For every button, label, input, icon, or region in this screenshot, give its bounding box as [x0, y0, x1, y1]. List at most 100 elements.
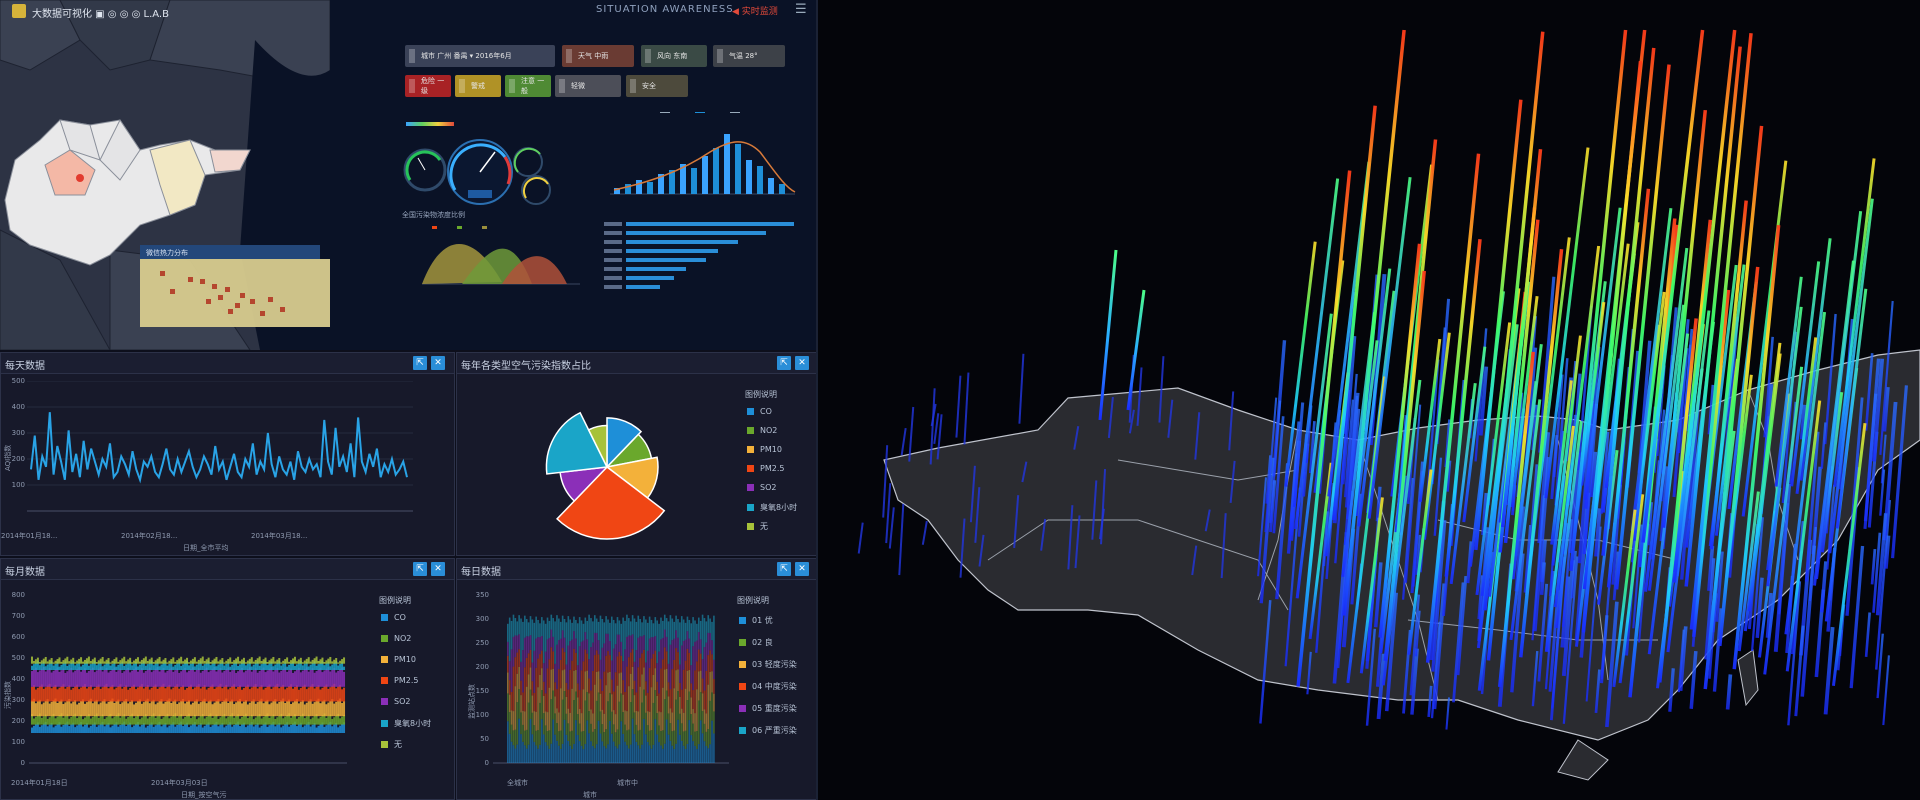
legend-item[interactable]: 无 — [747, 521, 768, 532]
legend-item[interactable]: 无 — [381, 739, 402, 750]
stack-segment — [99, 661, 102, 670]
map-marker[interactable] — [76, 174, 84, 182]
stack-segment — [713, 733, 715, 763]
stack-segment — [677, 637, 679, 653]
alert-level-button[interactable]: 安全 — [626, 75, 688, 97]
stack-segment — [309, 719, 312, 725]
stack-segment — [569, 731, 571, 746]
stack-segment — [156, 658, 159, 664]
heat-dot — [280, 307, 285, 312]
legend-item[interactable]: 06 严重污染 — [739, 725, 797, 736]
stack-segment — [580, 731, 583, 746]
expand-icon[interactable]: ⇱ — [777, 356, 791, 370]
legend-item[interactable]: 05 重度污染 — [739, 703, 797, 714]
stack-segment — [180, 700, 183, 717]
legend-item[interactable]: NO2 — [747, 426, 777, 435]
stack-segment — [660, 745, 662, 763]
legend-item[interactable]: 04 中度污染 — [739, 681, 797, 692]
stack-segment — [669, 708, 672, 724]
alert-level-button[interactable]: 轻微 — [555, 75, 621, 97]
alert-level-button[interactable]: 危险 一级 — [405, 75, 451, 97]
data-spike — [1715, 551, 1724, 622]
stack-segment — [580, 620, 583, 642]
control-button[interactable]: 气温 28° — [713, 45, 785, 67]
close-icon[interactable]: ✕ — [795, 562, 809, 576]
legend-item[interactable]: PM2.5 — [381, 676, 418, 685]
legend-item[interactable]: 01 优 — [739, 615, 773, 626]
expand-icon[interactable]: ⇱ — [777, 562, 791, 576]
alert-level-button[interactable]: 警戒 — [455, 75, 501, 97]
control-button[interactable]: 风向 东南 — [641, 45, 707, 67]
stack-segment — [542, 695, 545, 714]
legend-item[interactable]: PM2.5 — [747, 464, 784, 473]
stack-segment — [586, 691, 589, 721]
stack-segment — [307, 657, 310, 664]
map-3d-view[interactable] — [818, 0, 1920, 800]
stack-segment — [671, 640, 674, 670]
stack-segment — [250, 687, 253, 702]
stack-segment — [522, 710, 524, 725]
mini-hbar-chart[interactable] — [600, 218, 800, 298]
legend-item[interactable]: 02 良 — [739, 637, 773, 648]
close-icon[interactable]: ✕ — [431, 356, 445, 370]
stack-segment — [201, 700, 204, 717]
stack-segment — [686, 670, 689, 701]
legend-item[interactable]: 03 轻度污染 — [739, 659, 797, 670]
stack-segment — [36, 687, 39, 702]
legend-item[interactable]: NO2 — [381, 634, 411, 643]
legend-item[interactable]: CO — [747, 407, 772, 416]
daily-line-chart[interactable] — [27, 381, 427, 521]
legend-item[interactable]: SO2 — [381, 697, 410, 706]
y-tick-label: 400 — [11, 403, 25, 411]
stack-segment — [323, 713, 326, 725]
stack-segment — [44, 687, 47, 702]
realtime-tag[interactable]: ◀ 实时监测 — [732, 7, 778, 17]
stack-segment — [663, 629, 666, 648]
legend-item[interactable]: PM10 — [381, 655, 416, 664]
alert-level-button[interactable]: 注意 一般 — [505, 75, 551, 97]
stack-segment — [527, 744, 530, 763]
gauges[interactable] — [400, 132, 560, 212]
hamburger-icon[interactable]: ☰ — [795, 2, 807, 17]
mini-combo-chart[interactable] — [600, 112, 800, 202]
stack-segment — [694, 670, 696, 714]
daily-stacked-bar-chart[interactable] — [493, 595, 733, 765]
stack-segment — [109, 700, 112, 717]
control-button[interactable]: 城市 广州 番禺 ▾ 2016年6月 — [405, 45, 555, 67]
split-divider — [816, 0, 819, 800]
stack-segment — [138, 699, 141, 717]
stack-segment — [569, 641, 571, 670]
stack-segment — [612, 710, 615, 725]
stack-segment — [599, 659, 602, 680]
stack-segment — [696, 749, 698, 763]
stack-segment — [274, 664, 277, 670]
region-map[interactable]: 微信热力分布 — [0, 0, 330, 350]
stack-segment — [97, 663, 100, 670]
stack-segment — [305, 689, 308, 702]
legend-item[interactable]: SO2 — [747, 483, 776, 492]
monthly-stacked-chart[interactable] — [29, 595, 347, 765]
close-icon[interactable]: ✕ — [795, 356, 809, 370]
data-spike — [1220, 513, 1227, 579]
china-3d-map[interactable] — [818, 0, 1920, 800]
expand-icon[interactable]: ⇱ — [413, 562, 427, 576]
close-icon[interactable]: ✕ — [431, 562, 445, 576]
pie-chart[interactable] — [517, 387, 697, 547]
stack-segment — [631, 666, 634, 690]
expand-icon[interactable]: ⇱ — [413, 356, 427, 370]
stack-segment — [618, 634, 621, 652]
stack-segment — [299, 722, 302, 733]
legend-item[interactable]: PM10 — [747, 445, 782, 454]
stack-segment — [614, 644, 617, 673]
control-button[interactable]: 天气 中雨 — [562, 45, 634, 67]
stack-segment — [582, 640, 585, 662]
stack-segment — [593, 655, 596, 685]
stack-segment — [123, 687, 126, 702]
stack-segment — [533, 725, 536, 742]
stack-segment — [622, 733, 624, 763]
legend-item[interactable]: 臭氧8小时 — [747, 502, 797, 513]
legend-item[interactable]: 臭氧8小时 — [381, 718, 431, 729]
stack-segment — [620, 623, 623, 642]
legend-item[interactable]: CO — [381, 613, 406, 622]
mini-area-chart[interactable] — [402, 222, 580, 292]
